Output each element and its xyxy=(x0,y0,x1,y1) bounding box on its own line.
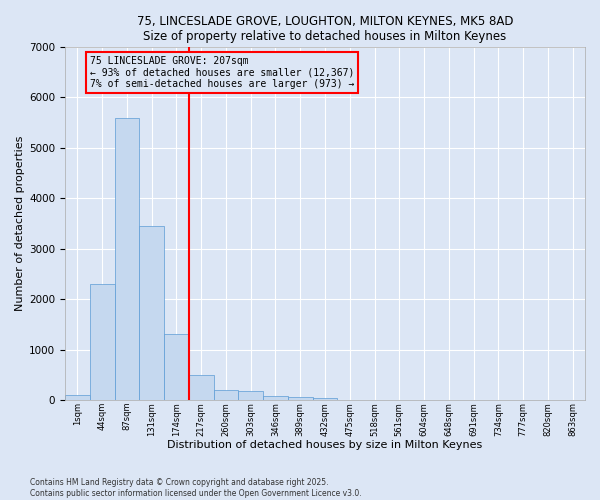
Bar xyxy=(288,397,313,400)
Text: Contains HM Land Registry data © Crown copyright and database right 2025.
Contai: Contains HM Land Registry data © Crown c… xyxy=(30,478,362,498)
Bar xyxy=(90,284,115,401)
X-axis label: Distribution of detached houses by size in Milton Keynes: Distribution of detached houses by size … xyxy=(167,440,482,450)
Bar xyxy=(313,398,337,400)
Text: 75 LINCESLADE GROVE: 207sqm
← 93% of detached houses are smaller (12,367)
7% of : 75 LINCESLADE GROVE: 207sqm ← 93% of det… xyxy=(90,56,354,89)
Bar xyxy=(189,375,214,400)
Bar xyxy=(263,396,288,400)
Bar xyxy=(139,226,164,400)
Title: 75, LINCESLADE GROVE, LOUGHTON, MILTON KEYNES, MK5 8AD
Size of property relative: 75, LINCESLADE GROVE, LOUGHTON, MILTON K… xyxy=(137,15,513,43)
Bar xyxy=(65,396,90,400)
Bar xyxy=(115,118,139,401)
Bar xyxy=(238,391,263,400)
Bar xyxy=(164,334,189,400)
Bar xyxy=(214,390,238,400)
Y-axis label: Number of detached properties: Number of detached properties xyxy=(15,136,25,312)
